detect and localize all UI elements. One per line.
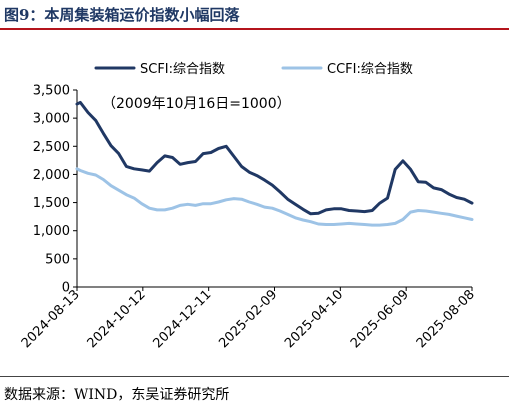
x-axis: 2024-08-13 2024-10-12 2024-12-11 2025-02-09… bbox=[19, 286, 478, 351]
y-tick-label: 3,000 bbox=[33, 112, 70, 127]
line-chart: SCFI:综合指数 CCFI:综合指数 （2009年10月16日=1000） 0 5… bbox=[19, 62, 478, 351]
y-tick-label: 2,000 bbox=[33, 168, 70, 183]
data-source: 数据来源：WIND，东吴证券研究所 bbox=[4, 387, 230, 403]
y-tick-label: 1,500 bbox=[33, 196, 70, 211]
y-tick-label: 0 bbox=[62, 281, 70, 296]
series-lines bbox=[75, 100, 474, 227]
index-base-note: （2009年10月16日=1000） bbox=[102, 96, 291, 112]
source-divider bbox=[0, 376, 509, 377]
x-tick-label: 2025-04-10 bbox=[282, 287, 346, 351]
x-tick-label: 2025-06-09 bbox=[348, 287, 412, 351]
y-tick-label: 3,500 bbox=[33, 84, 70, 99]
y-tick-label: 2,500 bbox=[33, 140, 70, 155]
title-divider bbox=[0, 28, 509, 30]
series-line bbox=[75, 167, 474, 227]
legend-label: SCFI:综合指数 bbox=[140, 62, 225, 77]
x-tick-label: 2024-08-13 bbox=[19, 287, 83, 351]
chart-legend: SCFI:综合指数 CCFI:综合指数 bbox=[94, 62, 413, 77]
y-axis: 0 500 1,000 1,500 2,000 2,500 3,000 3,500 bbox=[33, 84, 78, 296]
x-tick-label: 2025-08-08 bbox=[414, 287, 478, 351]
legend-label: CCFI:综合指数 bbox=[327, 62, 413, 77]
series-line bbox=[75, 100, 474, 216]
y-tick-label: 500 bbox=[45, 252, 70, 267]
x-tick-label: 2024-12-11 bbox=[150, 287, 214, 351]
x-tick-label: 2025-02-09 bbox=[216, 287, 280, 351]
y-tick-label: 1,000 bbox=[33, 224, 70, 239]
x-tick-label: 2024-10-12 bbox=[85, 287, 149, 351]
figure-title: 图9：本周集装箱运价指数小幅回落 bbox=[4, 6, 240, 24]
